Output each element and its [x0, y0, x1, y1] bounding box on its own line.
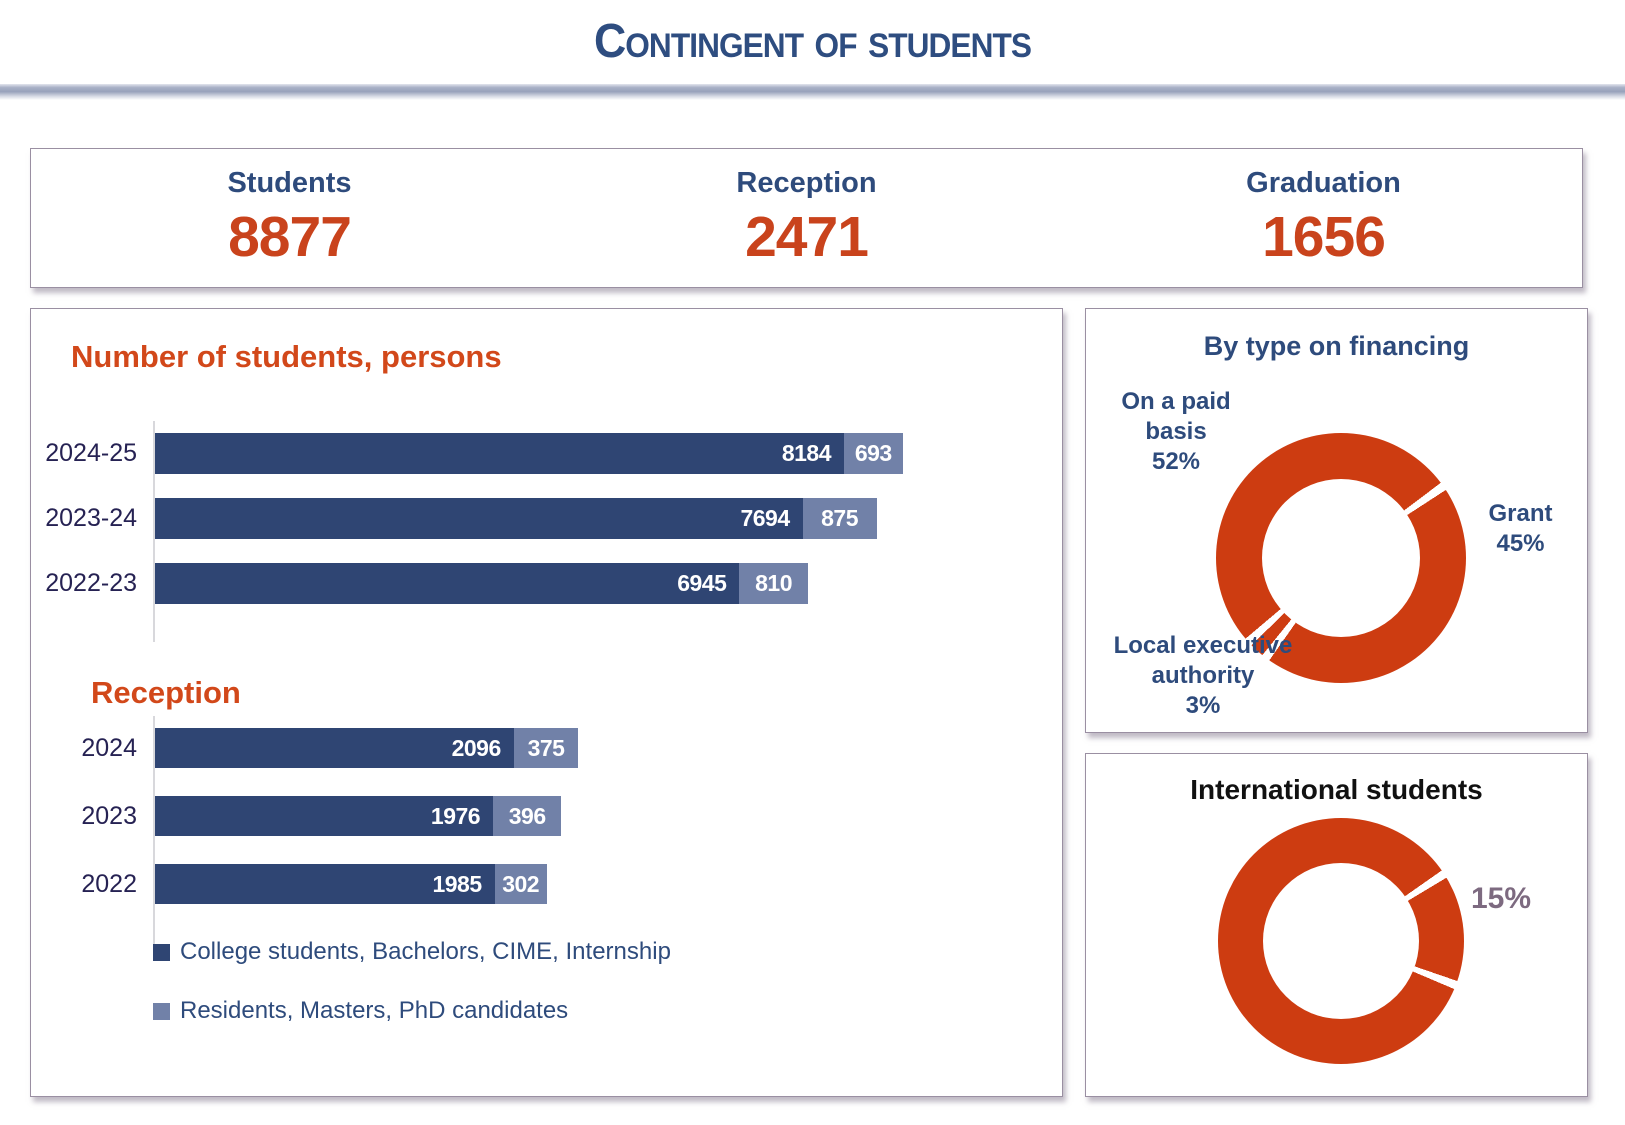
- bar-segment: 375: [513, 728, 579, 768]
- bar-segment: 1976: [153, 796, 494, 836]
- bar-value-label: 8184: [781, 440, 832, 466]
- chart-legend: College students, Bachelors, CIME, Inter…: [153, 937, 671, 1055]
- slice-label-text: Grant: [1488, 500, 1553, 527]
- financing-title: By type on financing: [1203, 331, 1470, 361]
- bar-value-label: 396: [508, 802, 546, 829]
- bar-value-label: 375: [527, 734, 565, 761]
- legend-label: Residents, Masters, PhD candidates: [180, 997, 569, 1024]
- bar-charts-panel: Number of students, persons 2024-25 8184 6…: [30, 308, 1063, 1097]
- slice-label-paid-basis: On a paid basis 52%: [1101, 387, 1251, 477]
- bar-row: 2024-25 8184 693: [31, 433, 1048, 474]
- slice-pct-text: 45%: [1496, 530, 1545, 557]
- bar-segment: 7694: [153, 498, 803, 539]
- bar-row: 2024 2096 375: [31, 728, 1048, 768]
- bar-value-label: 1976: [430, 802, 481, 829]
- category-label: 2024-25: [45, 439, 137, 467]
- chart-title-number-of-students: Number of students, persons: [71, 339, 502, 374]
- bar-track: 6945 810: [153, 563, 1048, 604]
- stat-students: Students 8877: [31, 149, 548, 287]
- chart-title-reception: Reception: [91, 675, 241, 710]
- legend-swatch-dark: [153, 943, 170, 961]
- bar-segment: 302: [494, 864, 547, 904]
- bar-value-label: 1985: [432, 870, 482, 897]
- bar-segment: 1985: [153, 864, 495, 904]
- bar-value-label: 693: [854, 440, 892, 466]
- slice-label-local-authority: Local executive authority 3%: [1108, 631, 1298, 721]
- slice-label-text: Local executive authority: [1113, 632, 1293, 689]
- bar-row: 2022-23 6945 810: [31, 563, 1048, 604]
- category-label: 2024: [81, 733, 137, 762]
- legend-swatch-light: [153, 1002, 170, 1020]
- stat-label: Graduation: [1246, 167, 1401, 199]
- stat-graduation: Graduation 1656: [1065, 149, 1582, 287]
- international-title: International students: [1190, 774, 1483, 805]
- bar-segment: 8184: [153, 433, 844, 474]
- bar-track: 1985 302: [153, 864, 1048, 904]
- stat-value: 2471: [745, 205, 869, 269]
- bar-track: 1976 396: [153, 796, 1048, 836]
- category-label: 2022-23: [45, 569, 137, 597]
- slice-label-grant: Grant 45%: [1458, 499, 1583, 559]
- slice-label-international-pct: 15%: [1471, 882, 1532, 915]
- bar-row: 2022 1985 302: [31, 864, 1048, 904]
- category-label: 2023-24: [45, 504, 137, 532]
- bar-segment: 810: [739, 563, 808, 604]
- bar-track: 8184 693: [153, 433, 1048, 474]
- financing-panel: By type on financing On a paid basis 52%…: [1085, 308, 1588, 733]
- bar-row: 2023-24 7694 875: [31, 498, 1048, 539]
- stat-label: Students: [227, 167, 352, 199]
- bar-value-label: 875: [821, 505, 858, 531]
- bar-value-label: 302: [502, 870, 540, 897]
- legend-label: College students, Bachelors, CIME, Inter…: [180, 938, 671, 965]
- slice-pct-text: 52%: [1151, 448, 1201, 475]
- slice-pct-text: 3%: [1185, 692, 1221, 719]
- bar-value-label: 810: [755, 570, 793, 596]
- category-label: 2022: [81, 869, 137, 898]
- bar-value-label: 2096: [451, 734, 502, 761]
- bar-segment: 875: [802, 498, 877, 539]
- slice-label-text: On a paid basis: [1121, 388, 1231, 445]
- bar-value-label: 7694: [740, 505, 790, 531]
- bar-track: 7694 875: [153, 498, 1048, 539]
- legend-item-college-students: College students, Bachelors, CIME, Inter…: [153, 937, 671, 967]
- bar-segment: 6945: [153, 563, 740, 604]
- page-title: Contingent of students: [593, 15, 1032, 68]
- students-bar-chart: 2024-25 8184 693 2023-24 7694 875 2022-23 6945 8…: [31, 421, 1048, 642]
- reception-bar-chart: 2024 2096 375 2023 1976 396 2022 1985 302: [31, 716, 1048, 946]
- category-label: 2023: [81, 801, 137, 830]
- financing-donut-chart: [1216, 433, 1466, 683]
- bar-track: 2096 375: [153, 728, 1048, 768]
- legend-item-residents: Residents, Masters, PhD candidates: [153, 996, 671, 1026]
- bar-segment: 396: [493, 796, 562, 836]
- bar-value-label: 6945: [677, 570, 727, 596]
- stat-label: Reception: [736, 167, 877, 199]
- international-panel: International students 15%: [1085, 753, 1588, 1097]
- header-divider: [0, 84, 1625, 100]
- stat-reception: Reception 2471: [548, 149, 1065, 287]
- stat-value: 8877: [228, 205, 352, 269]
- bar-row: 2023 1976 396: [31, 796, 1048, 836]
- stat-value: 1656: [1262, 205, 1386, 269]
- international-donut-chart: [1218, 818, 1464, 1064]
- bar-segment: 2096: [153, 728, 514, 768]
- bar-segment: 693: [844, 433, 903, 474]
- stats-panel: Students 8877 Reception 2471 Graduation …: [30, 148, 1583, 288]
